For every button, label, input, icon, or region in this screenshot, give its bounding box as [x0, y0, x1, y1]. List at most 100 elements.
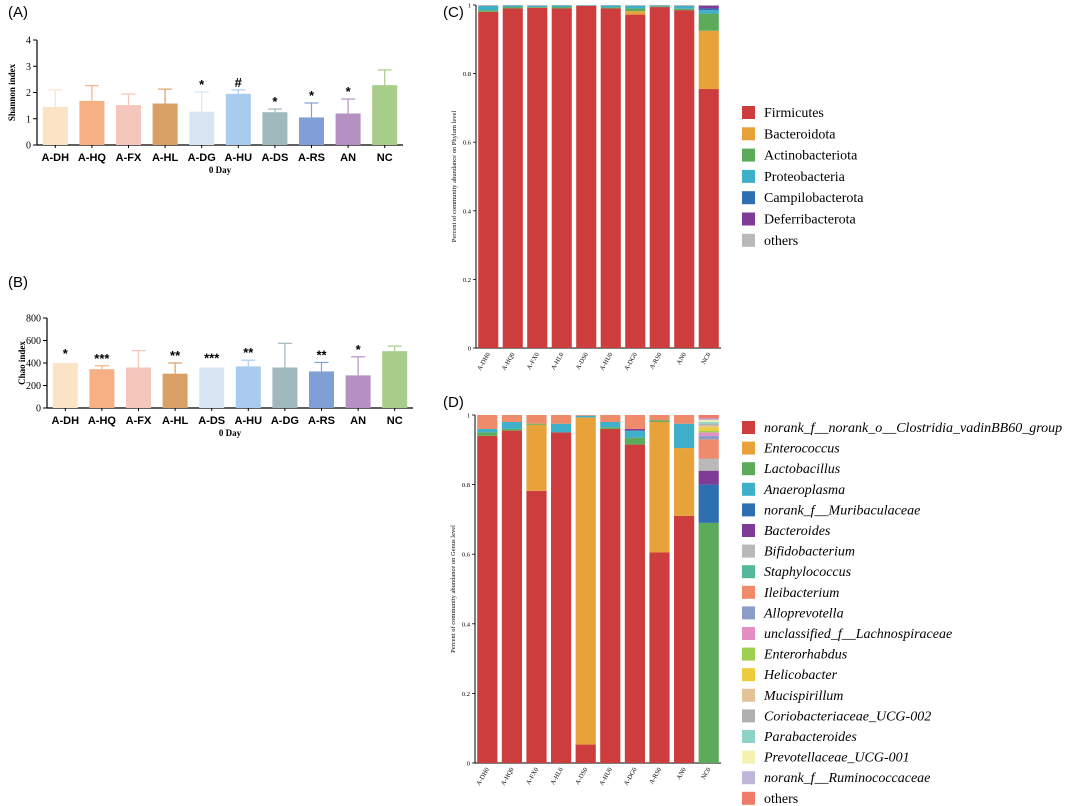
stack-segment: [600, 415, 621, 422]
stack-segment: [674, 448, 695, 516]
stack-segment: [551, 7, 572, 9]
stack-segment: [625, 8, 646, 12]
stack-segment: [649, 5, 670, 7]
legend-label: norank_f__norank_o__Clostridia_vadinBB60…: [764, 421, 1062, 436]
legend-swatch: [742, 688, 755, 702]
legend-swatch: [742, 441, 755, 455]
stack-segment: [478, 5, 499, 7]
legend-label: Anaeroplasma: [763, 483, 845, 498]
stack-segment: [575, 415, 596, 416]
stack-segment: [698, 10, 719, 14]
stack-segment: [576, 5, 597, 6]
stack-segment: [501, 428, 522, 431]
y-tick-label: 0: [26, 141, 31, 152]
stack-segment: [478, 11, 499, 349]
stack-segment: [698, 8, 719, 11]
x-tick-label: A-RS0: [648, 352, 663, 371]
stack-segment: [501, 415, 522, 422]
bar: [152, 103, 178, 145]
stack-segment: [527, 5, 548, 8]
x-tick-label: A-HL0: [549, 767, 564, 787]
stack-segment: [625, 14, 646, 348]
x-tick-label: A-FX: [116, 152, 142, 164]
x-tick-label: A-HQ0: [500, 767, 516, 787]
bar: [262, 112, 288, 145]
y-tick-label: 600: [26, 336, 41, 347]
x-tick-label: A-DS: [198, 415, 225, 427]
x-tick-label: A-RS0: [648, 767, 663, 786]
stack-segment: [698, 418, 719, 421]
legend-swatch: [742, 730, 755, 743]
y-tick-label: 0: [36, 404, 41, 415]
x-tick-label: A-DG: [271, 415, 299, 427]
legend-label: Mucispirillum: [763, 689, 843, 704]
stack-segment: [575, 744, 596, 763]
stack-segment: [698, 522, 719, 763]
legend-swatch: [742, 127, 755, 141]
stack-segment: [624, 437, 645, 445]
x-tick-label: A-HQ: [78, 152, 107, 164]
bar: [189, 111, 215, 145]
y-tick-label: 0.4: [462, 621, 471, 628]
y-tick-label: 0.8: [462, 482, 470, 489]
x-tick-label: A-FX: [126, 415, 152, 427]
stack-segment: [575, 415, 596, 418]
stack-segment: [527, 5, 548, 6]
legend-label: Bifidobacterium: [764, 545, 855, 560]
bar: [162, 373, 188, 408]
y-tick-label: 2: [26, 88, 31, 99]
stack-segment: [625, 5, 646, 9]
legend-swatch: [742, 421, 755, 434]
legend-label: others: [764, 234, 798, 249]
legend-label: Firmicutes: [764, 106, 824, 121]
y-tick-label: 0.8: [463, 71, 471, 78]
panel-label-a: (A): [8, 4, 28, 21]
stack-segment: [501, 421, 522, 429]
significance-mark: #: [235, 75, 243, 90]
stack-segment: [698, 5, 719, 6]
bar: [89, 369, 115, 408]
significance-mark: **: [316, 347, 327, 362]
y-tick-label: 800: [26, 314, 41, 325]
x-tick-label: A-HL: [152, 152, 179, 164]
stack-segment: [649, 420, 670, 422]
stack-segment: [478, 6, 499, 11]
legend-label: norank_f__Muribaculaceae: [764, 503, 920, 518]
bar: [199, 367, 225, 408]
stack-segment: [698, 458, 719, 471]
legend-label: Helicobacter: [763, 668, 838, 683]
bar: [116, 105, 141, 145]
stack-segment: [551, 415, 572, 424]
legend-swatch: [742, 233, 755, 247]
y-tick-label: 3: [26, 62, 31, 73]
stack-segment: [674, 8, 695, 11]
significance-mark: *: [272, 94, 278, 109]
legend-label: unclassified_f__Lachnospiraceae: [764, 627, 952, 642]
legend-label: Bacteroides: [764, 524, 831, 539]
stack-segment: [576, 5, 597, 348]
x-tick-label: AN: [340, 152, 356, 164]
x-tick-label: NC0: [700, 352, 712, 366]
x-tick-label: A-DH: [52, 415, 80, 427]
legend-swatch: [742, 627, 755, 640]
legend-swatch: [742, 503, 755, 517]
y-tick-label: 0.2: [463, 277, 471, 284]
x-tick-label: A-HU0: [599, 352, 615, 372]
legend-label: norank_f__Ruminococcaceae: [764, 771, 930, 786]
stack-segment: [698, 420, 719, 422]
stack-segment: [698, 415, 719, 419]
legend-swatch: [742, 148, 755, 162]
stack-segment: [698, 13, 719, 31]
stack-segment: [698, 432, 719, 436]
stack-segment: [526, 423, 547, 425]
stack-segment: [526, 490, 547, 763]
bar: [345, 375, 371, 408]
stack-segment: [674, 10, 695, 349]
stack-segment: [674, 415, 695, 424]
legend-swatch: [742, 482, 755, 496]
legend-swatch: [742, 668, 755, 682]
stack-segment: [600, 427, 621, 429]
y-tick-label: 0: [468, 346, 471, 353]
chart-c: (C) 0 0.2 0.4 0.6 0.8 1 Percent of community ab…: [443, 3, 864, 372]
